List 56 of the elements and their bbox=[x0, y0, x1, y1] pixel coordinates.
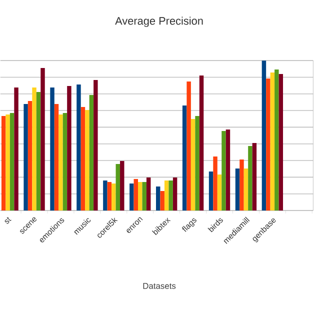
bar bbox=[116, 164, 120, 211]
bar bbox=[14, 88, 18, 211]
bar bbox=[226, 130, 230, 211]
bar bbox=[274, 70, 279, 211]
chart-title: Average Precision bbox=[115, 16, 203, 28]
bar bbox=[36, 92, 41, 211]
bar bbox=[270, 72, 275, 211]
bar bbox=[40, 68, 45, 211]
bar bbox=[107, 182, 112, 211]
bar bbox=[248, 146, 252, 211]
bar bbox=[172, 178, 178, 211]
bar bbox=[58, 114, 63, 211]
bar bbox=[186, 82, 191, 211]
bar bbox=[10, 113, 14, 211]
bar bbox=[1, 116, 6, 211]
bar bbox=[94, 80, 98, 211]
bar bbox=[142, 182, 146, 211]
bar bbox=[130, 184, 134, 211]
bar bbox=[134, 179, 138, 211]
bar bbox=[112, 184, 116, 211]
bar bbox=[138, 182, 142, 211]
x-axis-title: Datasets bbox=[143, 283, 176, 290]
bar bbox=[146, 178, 151, 211]
bar bbox=[156, 186, 160, 211]
bar bbox=[266, 78, 270, 211]
bar bbox=[252, 143, 257, 211]
bar bbox=[62, 113, 68, 211]
bar bbox=[103, 180, 108, 211]
bar bbox=[199, 76, 204, 211]
bar bbox=[80, 107, 86, 211]
bar bbox=[67, 86, 72, 211]
bar bbox=[50, 88, 54, 211]
bar bbox=[168, 180, 173, 211]
bar bbox=[235, 168, 240, 211]
bar bbox=[160, 191, 164, 211]
bar bbox=[32, 88, 36, 211]
bar bbox=[76, 84, 81, 211]
bar bbox=[24, 104, 28, 211]
bar bbox=[120, 161, 124, 211]
bar bbox=[208, 172, 214, 211]
bar bbox=[278, 74, 284, 211]
bar bbox=[217, 174, 222, 211]
bar bbox=[244, 168, 248, 211]
bar bbox=[6, 114, 10, 211]
bar bbox=[85, 110, 90, 211]
bar bbox=[182, 106, 187, 211]
bar bbox=[262, 60, 266, 211]
bar bbox=[240, 160, 244, 211]
bar bbox=[28, 101, 32, 211]
bar bbox=[164, 180, 169, 211]
bar bbox=[54, 104, 59, 211]
bar bbox=[195, 116, 200, 211]
bar bbox=[222, 131, 226, 211]
bar bbox=[213, 156, 218, 211]
bar bbox=[89, 95, 94, 211]
bar bbox=[190, 119, 196, 211]
